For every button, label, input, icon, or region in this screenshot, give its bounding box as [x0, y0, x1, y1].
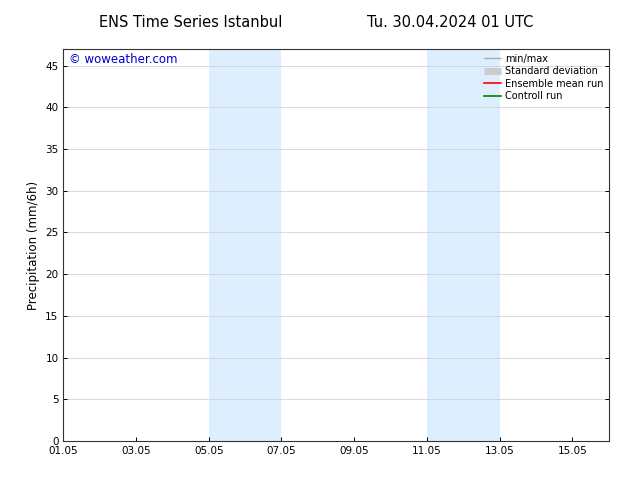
Legend: min/max, Standard deviation, Ensemble mean run, Controll run: min/max, Standard deviation, Ensemble me… [482, 52, 605, 103]
Y-axis label: Precipitation (mm/6h): Precipitation (mm/6h) [27, 180, 40, 310]
Text: Tu. 30.04.2024 01 UTC: Tu. 30.04.2024 01 UTC [367, 15, 533, 30]
Bar [209, 49, 281, 441]
Bar [427, 49, 500, 441]
Text: © woweather.com: © woweather.com [69, 53, 178, 66]
Text: ENS Time Series Istanbul: ENS Time Series Istanbul [98, 15, 282, 30]
